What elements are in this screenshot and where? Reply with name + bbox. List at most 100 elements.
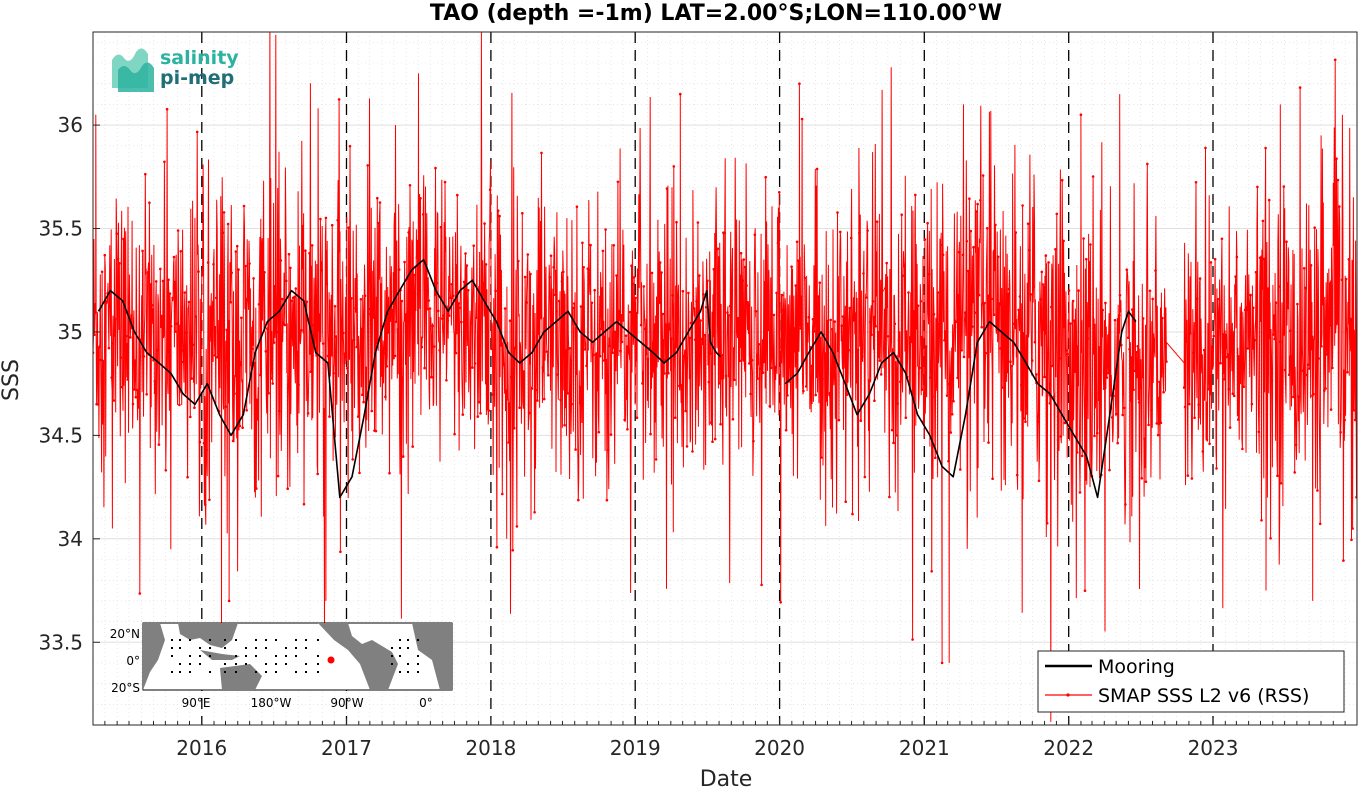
smap-data-point: [559, 398, 562, 402]
smap-data-point: [1262, 257, 1266, 261]
map-buoy-dot: [245, 647, 247, 649]
smap-data-point: [530, 387, 534, 390]
smap-data-point: [590, 301, 594, 305]
smap-data-point: [788, 365, 792, 368]
map-buoy-dot: [399, 671, 401, 673]
smap-data-point: [1250, 402, 1254, 406]
smap-data-point: [208, 498, 211, 502]
smap-data-point: [754, 310, 758, 313]
smap-data-point: [1104, 301, 1107, 305]
smap-data-point: [515, 525, 519, 528]
smap-data-point: [103, 253, 107, 257]
smap-data-point: [1018, 295, 1022, 298]
smap-data-point: [1141, 317, 1145, 320]
smap-data-point: [1028, 248, 1031, 252]
smap-data-point: [793, 349, 796, 353]
smap-data-point: [204, 503, 207, 507]
smap-data-point: [733, 378, 736, 382]
smap-data-point: [698, 274, 701, 277]
map-buoy-dot: [417, 655, 419, 657]
smap-data-point: [479, 412, 482, 415]
smap-data-point: [1108, 468, 1111, 472]
smap-data-point: [1035, 373, 1038, 376]
smap-data-point: [802, 389, 805, 393]
smap-data-point: [635, 416, 639, 420]
smap-data-point: [1140, 477, 1144, 480]
smap-data-point: [1274, 301, 1278, 305]
smap-data-point: [847, 348, 850, 352]
smap-data-point: [215, 296, 218, 300]
smap-data-point: [542, 397, 546, 401]
smap-data-point: [855, 381, 858, 384]
map-land-asia: [178, 623, 238, 648]
smap-data-point: [650, 271, 654, 275]
smap-data-point: [643, 327, 647, 331]
smap-data-point: [381, 366, 385, 370]
map-buoy-dot: [305, 663, 307, 665]
smap-data-point: [1278, 340, 1282, 344]
smap-data-point: [1014, 231, 1018, 234]
smap-data-point: [1270, 379, 1274, 382]
smap-data-point: [763, 360, 766, 364]
smap-data-point: [598, 354, 602, 358]
smap-data-point: [337, 98, 341, 101]
map-buoy-dot: [179, 663, 181, 665]
smap-data-point: [533, 511, 536, 514]
smap-data-point: [1059, 435, 1063, 438]
smap-data-point: [1297, 395, 1301, 398]
legend-box: [1037, 650, 1345, 713]
smap-data-point: [1272, 333, 1275, 336]
smap-data-point: [767, 328, 770, 332]
smap-data-point: [1163, 312, 1167, 316]
smap-data-point: [1000, 386, 1004, 389]
smap-data-point: [365, 366, 368, 370]
smap-data-point: [505, 389, 508, 392]
smap-data-point: [233, 392, 236, 395]
smap-data-point: [435, 281, 439, 285]
smap-data-point: [472, 244, 476, 247]
smap-data-point: [1314, 373, 1318, 377]
smap-data-point: [153, 379, 157, 383]
smap-data-point: [129, 336, 132, 339]
smap-data-point: [1033, 340, 1037, 344]
smap-data-point: [1239, 316, 1243, 320]
smap-data-point: [587, 268, 591, 272]
smap-data-point: [420, 345, 424, 349]
smap-data-point: [908, 336, 912, 339]
smap-data-point: [1292, 395, 1295, 399]
smap-data-point: [1286, 306, 1290, 310]
smap-data-point: [286, 487, 290, 491]
x-tick-label: 2019: [610, 736, 661, 760]
smap-data-point: [972, 245, 975, 249]
smap-data-point: [238, 424, 242, 428]
smap-data-point: [248, 262, 251, 265]
smap-data-point: [508, 319, 512, 323]
x-tick-label: 2020: [754, 736, 805, 760]
smap-data-point: [870, 333, 873, 337]
smap-data-point: [324, 216, 328, 220]
smap-data-point: [222, 211, 226, 214]
smap-data-point: [141, 249, 144, 253]
smap-data-point: [852, 319, 856, 322]
smap-data-point: [656, 337, 659, 341]
smap-data-point: [1344, 277, 1348, 281]
map-buoy-dot: [189, 639, 191, 641]
smap-data-point: [164, 469, 168, 472]
smap-data-point: [920, 388, 924, 391]
smap-data-point: [1030, 359, 1034, 362]
smap-data-point: [645, 352, 648, 356]
smap-data-point: [893, 322, 897, 326]
smap-data-point: [361, 393, 364, 397]
smap-data-point: [713, 437, 717, 441]
smap-data-point: [889, 337, 893, 341]
smap-data-point: [275, 330, 279, 334]
map-buoy-dot: [285, 663, 287, 665]
smap-data-point: [498, 214, 501, 218]
smap-data-point: [1296, 302, 1299, 306]
smap-data-point: [983, 301, 986, 305]
smap-data-point: [540, 151, 543, 155]
smap-data-point: [981, 174, 985, 177]
smap-data-point: [501, 492, 504, 496]
smap-data-point: [1207, 387, 1210, 391]
smap-data-point: [1325, 353, 1329, 356]
